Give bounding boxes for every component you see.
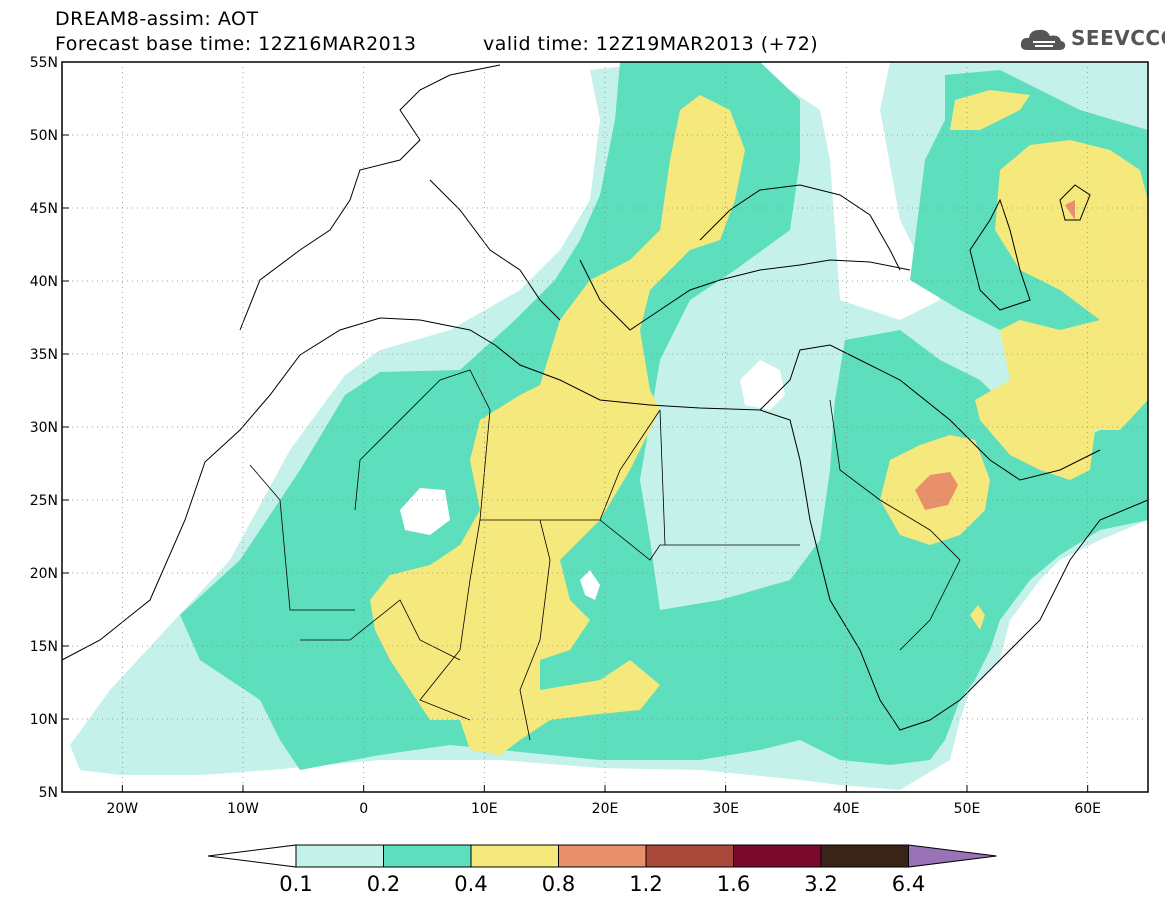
valid-time: valid time: 12Z19MAR2013 (+72) [483, 33, 819, 55]
map-title: DREAM8-assim: AOT [55, 8, 259, 30]
colorbar-label: 0.2 [367, 872, 400, 896]
aot-band-0.4 [970, 605, 985, 630]
coastlines [62, 64, 1148, 731]
colorbar-swatch [733, 844, 822, 868]
lon-label: 40E [833, 801, 860, 817]
aot-band-0.4 [950, 90, 1030, 130]
colorbar-swatch [295, 844, 384, 868]
lat-label: 30N [30, 420, 58, 436]
longitude-labels: 20W 10W 0 10E 20E 30E 40E 50E 60E [106, 785, 1101, 817]
colorbar-label: 3.2 [804, 872, 837, 896]
lat-label: 35N [30, 347, 58, 363]
lon-label: 50E [954, 801, 981, 817]
lat-label: 10N [30, 712, 58, 728]
lat-label: 40N [30, 274, 58, 290]
colorbar-swatch [470, 844, 559, 868]
colorbar-upper-arrow [908, 844, 997, 868]
lat-label: 45N [30, 201, 58, 217]
aot-gap [740, 360, 785, 410]
aot-band-1.2 [1065, 200, 1075, 220]
aot-band-0.4 [370, 95, 745, 755]
lon-label: 0 [359, 801, 368, 817]
colorbar-label: 0.4 [454, 872, 487, 896]
lat-label: 50N [30, 128, 58, 144]
colorbar: 0.1 0.2 0.4 0.8 1.2 1.6 3.2 6.4 [207, 844, 997, 896]
lon-label: 20E [592, 801, 619, 817]
seevccc-logo: SEEVCCC [1019, 24, 1165, 54]
lat-label: 15N [30, 639, 58, 655]
colorbar-swatch [558, 844, 647, 868]
colorbar-swatch [645, 844, 734, 868]
colorbar-label: 1.2 [629, 872, 662, 896]
colorbar-swatch [820, 844, 909, 868]
aot-shading [70, 62, 1148, 790]
lat-label: 25N [30, 493, 58, 509]
lat-label: 5N [39, 785, 58, 801]
latitude-labels: 55N 50N 45N 40N 35N 30N 25N 20N 15N 10N 5N [30, 55, 69, 801]
colorbar-label: 0.8 [542, 872, 575, 896]
logo-text: SEEVCCC [1071, 26, 1165, 50]
lon-label: 60E [1074, 801, 1101, 817]
colorbar-lower-arrow [207, 844, 297, 868]
cloud-logo-icon [1020, 29, 1066, 50]
aot-band-0.4 [975, 140, 1148, 480]
lat-label: 55N [30, 55, 58, 71]
map-grid [62, 62, 1148, 792]
aot-gap [580, 570, 600, 600]
colorbar-label: 1.6 [717, 872, 750, 896]
forecast-base-time: Forecast base time: 12Z16MAR2013 [55, 33, 417, 55]
colorbar-label: 6.4 [892, 872, 925, 896]
colorbar-label: 0.1 [279, 872, 312, 896]
lon-label: 10W [227, 801, 259, 817]
colorbar-swatch [383, 844, 472, 868]
lon-label: 30E [712, 801, 739, 817]
lon-label: 20W [106, 801, 138, 817]
country-borders [249, 369, 961, 741]
aot-band-0.8 [915, 472, 958, 510]
lat-label: 20N [30, 566, 58, 582]
lon-label: 10E [471, 801, 498, 817]
